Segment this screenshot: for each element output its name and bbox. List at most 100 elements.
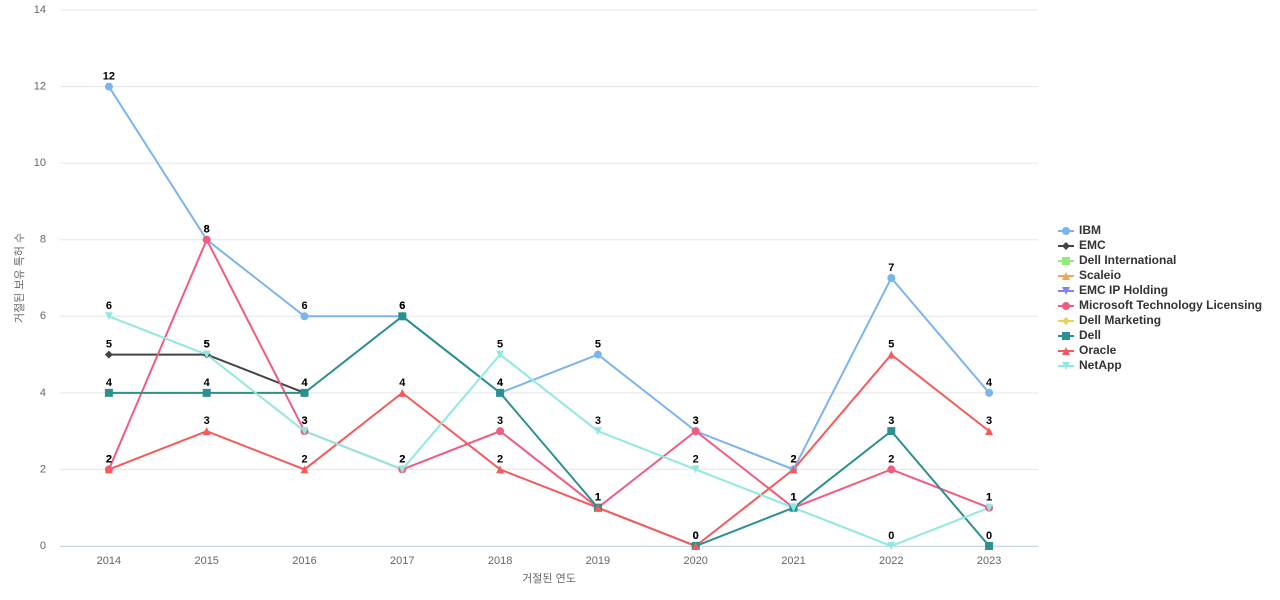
y-tick-label: 4 (40, 387, 46, 399)
x-axis-title: 거절된 연도 (522, 572, 576, 585)
data-label: 5 (204, 338, 210, 350)
data-label: 1 (986, 492, 992, 504)
legend-marker (1062, 242, 1070, 250)
series-line (108, 315, 990, 548)
point-marker (398, 312, 407, 321)
point-marker (496, 350, 505, 359)
point-marker (398, 465, 407, 474)
point-marker (593, 503, 602, 512)
legend-marker (1062, 257, 1070, 265)
series-line (108, 315, 990, 548)
data-label: 5 (497, 338, 503, 350)
data-label: 0 (888, 530, 894, 542)
data-label: 6 (399, 300, 405, 312)
data-label: 2 (301, 453, 307, 465)
data-label: 2 (106, 453, 112, 465)
data-label: 4 (106, 377, 113, 389)
point-marker (691, 465, 700, 474)
legend-label: Dell (1079, 328, 1101, 342)
y-tick-label: 0 (40, 540, 46, 552)
data-label: 0 (693, 530, 699, 542)
point-marker (593, 427, 602, 436)
point-marker (887, 274, 896, 282)
point-marker (789, 503, 798, 512)
legend-label: Dell Marketing (1079, 313, 1161, 327)
legend-marker (1062, 362, 1070, 370)
point-marker (691, 542, 700, 550)
point-marker (202, 427, 211, 436)
data-label: 2 (399, 453, 405, 465)
x-tick-label: 2017 (390, 555, 414, 567)
series-line (107, 237, 990, 509)
y-axis-title: 거절된 보유 특허 수 (13, 233, 26, 323)
point-marker (300, 465, 309, 474)
legend-label: Scaleio (1079, 268, 1121, 282)
data-label: 2 (497, 453, 503, 465)
data-label: 2 (693, 453, 699, 465)
data-label: 2 (399, 453, 405, 465)
point-marker (202, 388, 211, 397)
point-marker (496, 427, 505, 436)
y-tick-label: 6 (40, 310, 46, 322)
point-marker (691, 427, 700, 436)
legend-marker (1062, 347, 1070, 355)
x-tick-label: 2020 (683, 555, 707, 567)
y-tick-label: 12 (34, 80, 46, 92)
data-label: 4 (399, 377, 406, 389)
legend-marker (1062, 272, 1070, 280)
x-tick-label: 2022 (879, 555, 903, 567)
point-marker (202, 350, 211, 359)
legend-label: Dell International (1079, 253, 1176, 267)
legend-label: Oracle (1079, 343, 1117, 357)
point-marker (985, 503, 994, 512)
x-tick-label: 2014 (97, 555, 121, 567)
point-marker (887, 350, 896, 359)
point-marker (789, 465, 798, 474)
data-label: 3 (497, 415, 503, 427)
data-label: 5 (106, 338, 112, 350)
data-label: 12 (103, 70, 115, 82)
point-marker (104, 82, 113, 91)
data-label: 4 (301, 377, 308, 389)
legend-label: EMC (1079, 238, 1106, 252)
data-label: 1 (790, 492, 796, 504)
point-marker (985, 542, 994, 550)
data-label: 5 (595, 338, 601, 350)
x-tick-label: 2019 (586, 555, 610, 567)
data-label: 2 (790, 453, 796, 465)
data-label: 1 (790, 492, 796, 504)
point-marker (300, 388, 309, 397)
y-tick-label: 10 (34, 157, 46, 169)
x-tick-label: 2015 (194, 555, 218, 567)
point-marker (985, 388, 994, 397)
data-label: 3 (204, 415, 210, 427)
point-marker (202, 235, 211, 244)
data-label: 8 (204, 224, 210, 236)
data-label: 0 (986, 530, 992, 542)
legend-label: IBM (1079, 223, 1101, 237)
legend-label: EMC IP Holding (1079, 283, 1168, 297)
data-label: 2 (106, 453, 112, 465)
series-line (108, 353, 990, 548)
legend-label: Microsoft Technology Licensing (1079, 298, 1262, 312)
point-marker (300, 427, 309, 436)
data-label: 1 (986, 492, 992, 504)
point-marker (398, 388, 407, 397)
point-marker (887, 427, 896, 436)
data-label: 8 (204, 224, 210, 236)
data-label: 3 (986, 415, 992, 427)
data-label: 2 (888, 453, 894, 465)
data-label: 2 (790, 453, 796, 465)
data-label: 6 (399, 300, 405, 312)
point-marker (104, 465, 113, 474)
legend-marker (1062, 317, 1070, 325)
point-marker (887, 465, 896, 474)
y-tick-label: 2 (40, 463, 46, 475)
y-tick-label: 14 (34, 4, 46, 16)
point-marker (104, 388, 113, 397)
data-label: 1 (595, 492, 601, 504)
series-line (108, 86, 990, 471)
data-label: 4 (204, 377, 211, 389)
data-label: 4 (497, 377, 504, 389)
